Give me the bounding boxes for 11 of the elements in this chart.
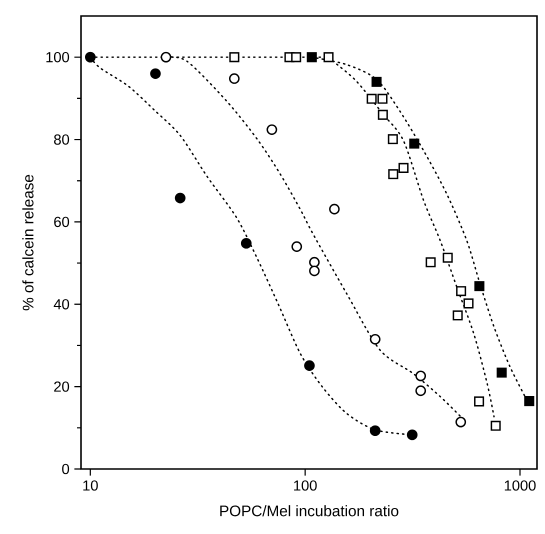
y-tick-label: 100: [46, 52, 70, 62]
y-tick-label: 40: [54, 299, 70, 310]
x-tick-label: 100: [294, 480, 317, 491]
x-tick-label: 1000: [504, 480, 536, 491]
y-axis-title: % of calcein release: [22, 174, 34, 310]
x-axis-title: POPC/Mel incubation ratio: [220, 505, 398, 516]
y-tick-label: 0: [62, 464, 70, 474]
x-tick-label: 10: [83, 480, 98, 491]
y-tick-label: 80: [54, 134, 70, 145]
y-tick-label: 20: [54, 381, 70, 392]
y-tick-label: 60: [54, 216, 70, 228]
